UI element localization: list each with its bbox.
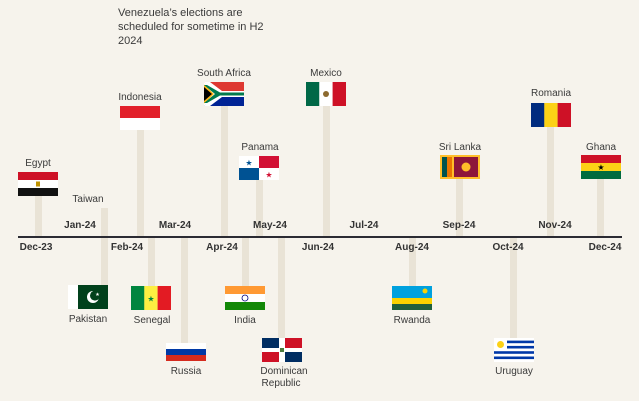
country-label-south-africa: South Africa <box>197 68 251 79</box>
stem-pakistan <box>101 238 108 285</box>
stem-dominican-republic <box>278 238 285 338</box>
month-label: Apr-24 <box>206 242 238 253</box>
month-label: Feb-24 <box>110 242 144 253</box>
pakistan-flag-icon: ★ <box>68 285 108 309</box>
panama-flag-icon: ★ ★ <box>239 156 279 180</box>
svg-text:★: ★ <box>597 163 604 172</box>
stem-uruguay <box>510 238 517 338</box>
country-label-indonesia: Indonesia <box>118 92 162 103</box>
svg-text:★: ★ <box>245 159 252 168</box>
svg-text:★: ★ <box>265 171 272 180</box>
month-label: Jul-24 <box>349 220 379 231</box>
stem-india <box>242 238 249 286</box>
stem-mexico <box>323 105 330 236</box>
svg-text:★: ★ <box>147 295 154 304</box>
country-label-romania: Romania <box>530 88 572 99</box>
country-label-panama: Panama <box>241 142 279 153</box>
stem-taiwan <box>101 208 108 236</box>
country-label-mexico: Mexico <box>310 68 342 79</box>
country-label-india: India <box>234 315 256 326</box>
month-label: May-24 <box>253 220 287 231</box>
country-label-dominican-republic-line2: Republic <box>261 378 301 389</box>
month-label: Nov-24 <box>538 220 572 231</box>
month-label: Oct-24 <box>492 242 524 253</box>
stem-ghana <box>597 178 604 236</box>
stem-russia <box>181 238 188 343</box>
country-label-uruguay: Uruguay <box>495 366 533 377</box>
ghana-flag-icon: ★ <box>581 155 621 179</box>
country-label-pakistan: Pakistan <box>68 314 108 325</box>
country-label-rwanda: Rwanda <box>393 315 431 326</box>
stem-senegal <box>148 238 155 286</box>
country-label-ghana: Ghana <box>585 142 617 153</box>
stem-panama <box>256 180 263 236</box>
india-flag-icon <box>225 286 265 310</box>
romania-flag-icon <box>531 103 571 127</box>
dominican-republic-flag-icon <box>262 338 302 362</box>
stem-indonesia <box>137 130 144 236</box>
indonesia-flag-icon <box>120 106 160 130</box>
country-label-dominican-republic-line1: Dominican <box>260 366 308 377</box>
venezuela-note: Venezuela’s elections are scheduled for … <box>118 7 264 47</box>
country-label-egypt: Egypt <box>25 158 51 169</box>
country-label-taiwan: Taiwan <box>72 194 104 205</box>
country-label-sri-lanka: Sri Lanka <box>438 142 482 153</box>
month-label: Dec-23 <box>19 242 53 253</box>
stem-romania <box>547 127 554 236</box>
svg-text:★: ★ <box>95 292 100 298</box>
month-label: Sep-24 <box>442 220 476 231</box>
stem-south-africa <box>221 105 228 236</box>
mexico-flag-icon <box>306 82 346 106</box>
stem-rwanda <box>409 238 416 286</box>
month-label: Dec-24 <box>588 242 622 253</box>
timeline-axis <box>18 236 622 238</box>
month-label: Jan-24 <box>64 220 96 231</box>
senegal-flag-icon: ★ <box>131 286 171 310</box>
stem-sri-lanka <box>456 178 463 236</box>
month-label: Mar-24 <box>158 220 192 231</box>
south-africa-flag-icon <box>204 82 244 106</box>
uruguay-flag-icon <box>494 338 534 362</box>
rwanda-flag-icon <box>392 286 432 310</box>
sri-lanka-flag-icon <box>440 155 480 179</box>
month-label: Aug-24 <box>395 242 429 253</box>
country-label-senegal: Senegal <box>133 315 171 326</box>
country-label-russia: Russia <box>170 366 202 377</box>
month-label: Jun-24 <box>301 242 335 253</box>
stem-egypt <box>35 195 42 236</box>
egypt-flag-icon <box>18 172 58 196</box>
russia-flag-icon <box>166 343 206 361</box>
